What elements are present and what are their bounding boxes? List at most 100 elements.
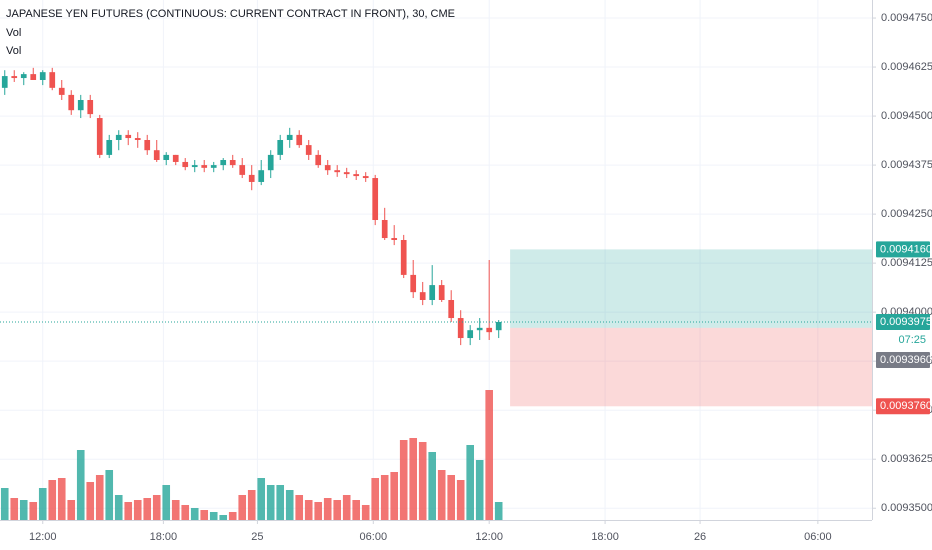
volume-bar: [76, 450, 85, 520]
volume-bar: [38, 488, 47, 520]
candle-body: [163, 154, 170, 160]
volume-bar: [428, 452, 436, 520]
volume-bar: [209, 512, 218, 520]
last-price-badge: 0.0093975: [880, 316, 932, 328]
candle-body: [258, 170, 265, 182]
candle-body: [229, 160, 236, 166]
candle-body: [353, 174, 360, 177]
target-badge-bg: [876, 241, 930, 258]
volume-layer: [0, 390, 503, 520]
candle-body: [220, 160, 227, 166]
candle-body: [49, 72, 56, 88]
candle-body: [20, 74, 27, 79]
volume-bar: [466, 445, 474, 520]
candle-body: [201, 165, 208, 168]
volume-bar: [247, 490, 256, 520]
entry-badge: 0.0093960: [880, 354, 932, 366]
volume-bar: [485, 390, 493, 520]
volume-bar: [361, 505, 370, 520]
candle-body: [87, 100, 94, 115]
x-tick-label: 26: [694, 531, 706, 543]
grid: [0, 0, 872, 520]
volume-bar: [437, 470, 446, 520]
volume-bar: [352, 500, 361, 520]
candle-body: [58, 87, 65, 95]
target-zone: [510, 249, 872, 328]
candle-body: [115, 134, 122, 140]
volume-bar: [333, 500, 342, 520]
candle-body: [400, 240, 407, 275]
volume-bar: [0, 488, 9, 520]
volume-bar: [418, 442, 427, 520]
entry-badge-bg: [876, 351, 930, 368]
candle-body: [11, 76, 18, 79]
candle-body: [182, 161, 189, 168]
x-tick-label: 18:00: [150, 531, 178, 543]
volume-bar: [409, 438, 418, 520]
candle-body: [106, 140, 113, 155]
volume-bar: [143, 498, 152, 520]
candle-body: [467, 330, 474, 339]
volume-bar: [95, 475, 104, 520]
volume-bar: [10, 498, 19, 520]
candle-body: [343, 172, 350, 175]
candle-body: [239, 165, 246, 175]
candle-body: [381, 220, 388, 239]
candle-body: [457, 318, 464, 339]
candle-body: [267, 154, 274, 171]
indicator-label: Vol: [6, 27, 21, 39]
candle-body: [305, 145, 312, 155]
volume-bar: [19, 500, 28, 520]
candle-body: [315, 154, 322, 166]
volume-bar: [162, 485, 171, 520]
candle-body: [486, 327, 493, 333]
candle-body: [324, 165, 331, 171]
stop-badge: 0.0093760: [880, 400, 932, 412]
x-tick-label: 18:00: [591, 531, 619, 543]
candle-body: [39, 72, 46, 80]
y-tick-label: 0.0094125: [881, 257, 932, 269]
volume-bar: [314, 502, 323, 520]
position-tool: [510, 249, 872, 407]
y-tick-label: 0.0094625: [881, 61, 932, 73]
candle-body: [210, 165, 217, 168]
x-tick-label: 25: [251, 531, 263, 543]
candle-body: [248, 174, 255, 182]
volume-bar: [152, 495, 161, 520]
stop-badge-bg: [876, 398, 930, 415]
candle-body: [277, 140, 284, 155]
volume-bar: [456, 480, 465, 520]
x-tick-label: 12:00: [29, 531, 57, 543]
volume-bar: [285, 490, 294, 520]
last-price-badge-bg: [876, 313, 930, 330]
volume-bar: [105, 470, 114, 520]
countdown-bg: [876, 331, 930, 348]
y-tick-label: 0.0094750: [881, 12, 932, 24]
volume-bar: [29, 502, 38, 520]
candle-body: [410, 274, 417, 293]
indicator-label: Vol: [6, 45, 21, 57]
volume-bar: [276, 485, 285, 520]
volume-bar: [133, 500, 142, 520]
candle-body: [334, 170, 341, 173]
volume-bar: [295, 495, 304, 520]
candle-body: [153, 150, 160, 160]
candle-body: [172, 154, 179, 162]
volume-bar: [266, 485, 275, 520]
volume-bar: [86, 482, 95, 520]
volume-bar: [48, 480, 57, 520]
volume-bar: [342, 495, 351, 520]
price-badges: 0.0094160 0.0093975 07:25 0.0093960 0.009376…: [0, 241, 932, 415]
volume-bar: [228, 512, 237, 520]
x-tick-label: 12:00: [475, 531, 503, 543]
candle-body: [372, 178, 379, 220]
candle-body: [77, 100, 84, 111]
volume-bar: [238, 495, 247, 520]
volume-bar: [494, 502, 503, 520]
candle-body: [134, 138, 141, 140]
y-tick-label: 0.0094500: [881, 110, 932, 122]
candle-layer: [1, 67, 502, 346]
candle-body: [362, 176, 369, 179]
